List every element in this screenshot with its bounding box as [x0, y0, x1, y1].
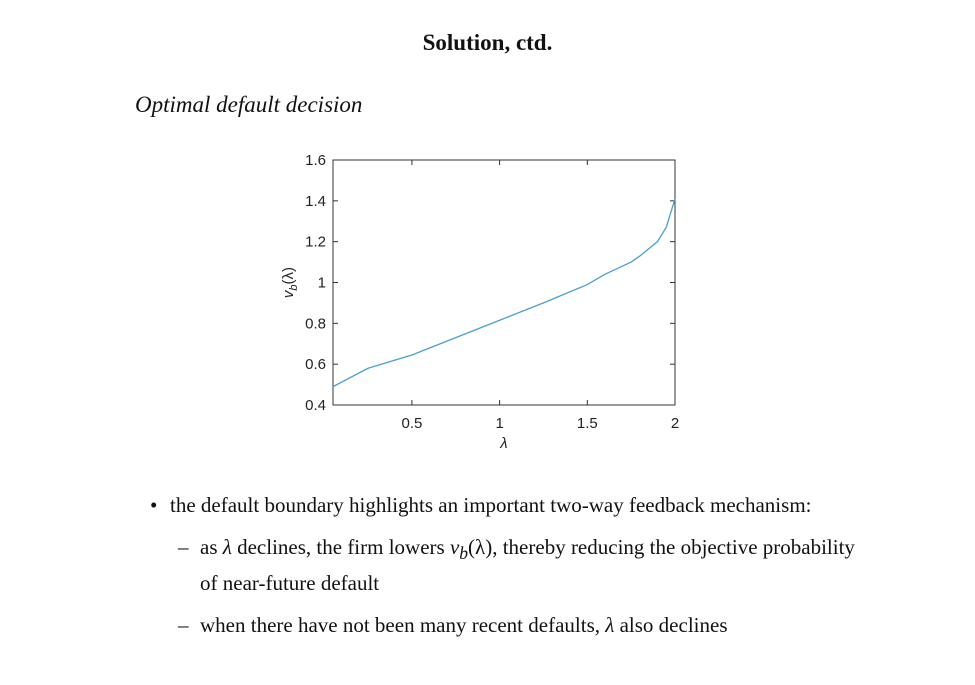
y-tick-label: 1.4 [305, 193, 326, 210]
plot-area [332, 159, 676, 406]
y-axis-label: vb(λ) [280, 267, 300, 298]
math: v [449, 535, 460, 559]
text: , thereby reducing the objective probabi… [200, 535, 855, 596]
text: also declines [614, 613, 728, 638]
y-tick-label: 1.6 [305, 152, 326, 169]
x-axis-label: λ [499, 435, 507, 452]
y-tick-label: 0.6 [305, 356, 326, 373]
bullet: the default boundary highlights an impor… [150, 490, 875, 520]
math: (λ) [468, 535, 493, 559]
label-part: (λ) [280, 267, 297, 285]
label-part: v [280, 289, 297, 298]
x-tick-label: 1 [495, 415, 503, 432]
math: λ [605, 613, 615, 638]
y-tick-label: 0.4 [305, 397, 326, 414]
sub-bullet: as λ declines, the firm lowers vb(λ), th… [150, 532, 875, 598]
math: b [459, 543, 469, 564]
label-part: b [288, 284, 300, 290]
text: declines, the firm lowers [231, 535, 450, 559]
x-tick-label: 2 [671, 415, 679, 432]
text: when there have not been many recent def… [200, 613, 606, 638]
data-line [332, 198, 676, 388]
y-tick-label: 1 [318, 275, 326, 292]
slide-subtitle: Optimal default decision [135, 92, 363, 117]
text: as [200, 535, 223, 559]
chart: 0.4 0.6 0.8 1 1.2 1.4 1.6 0.5 1 1.5 2 λ vb(λ) [280, 152, 679, 452]
slide-title: Solution, ctd. [422, 30, 553, 55]
y-tick-label: 0.8 [305, 315, 326, 332]
math: λ [222, 535, 232, 559]
sub-bullet: when there have not been many recent def… [150, 610, 875, 640]
y-tick-label: 1.2 [305, 234, 326, 251]
x-tick-label: 1.5 [577, 415, 598, 432]
bullet-list: the default boundary highlights an impor… [150, 490, 875, 640]
x-tick-label: 0.5 [401, 415, 422, 432]
